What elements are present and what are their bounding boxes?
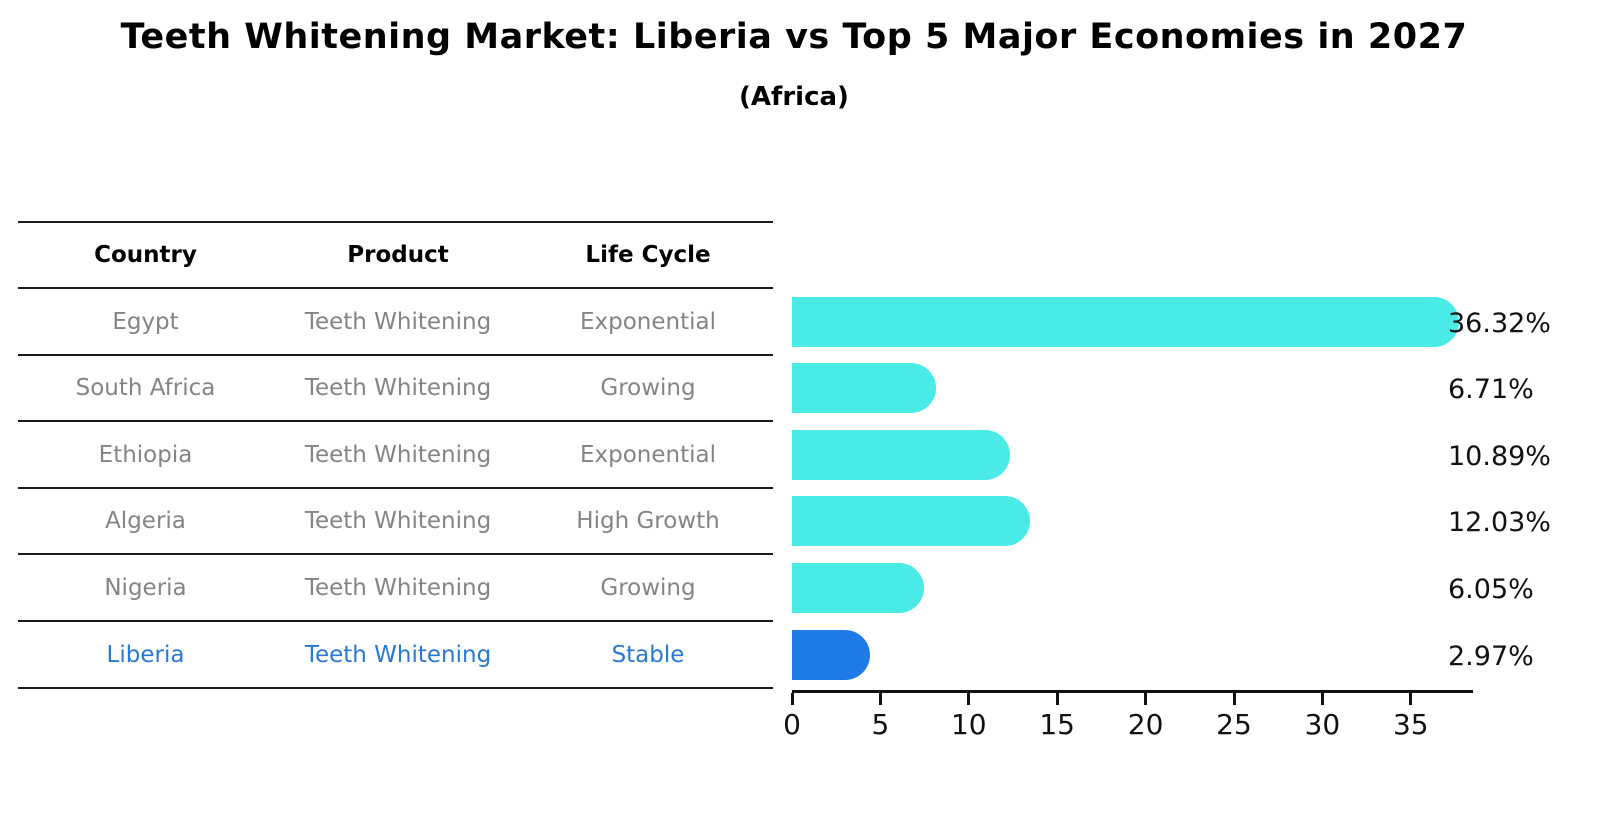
table-cell-life-cycle: Growing xyxy=(600,375,696,401)
x-axis-tick-label: 0 xyxy=(783,708,801,741)
chart-subtitle: (Africa) xyxy=(739,82,849,112)
bar-value-label: 36.32% xyxy=(1448,307,1551,339)
table-header-life-cycle: Life Cycle xyxy=(585,242,711,268)
table-cell-country: Algeria xyxy=(105,508,186,534)
table-cell-life-cycle: Exponential xyxy=(579,441,716,468)
x-axis-tick xyxy=(1055,693,1059,705)
bar-south-africa xyxy=(792,363,936,413)
bar-algeria xyxy=(792,496,1030,546)
table-header-country: Country xyxy=(94,242,197,268)
x-axis-tick-label: 25 xyxy=(1216,708,1252,741)
x-axis-tick-label: 30 xyxy=(1304,708,1341,741)
table-cell-product: Teeth Whitening xyxy=(304,641,492,668)
bar-egypt xyxy=(792,296,1459,347)
x-axis-tick xyxy=(790,693,794,705)
x-axis-tick xyxy=(1232,693,1236,705)
x-axis-tick xyxy=(1144,693,1148,705)
row-separator-line xyxy=(18,420,773,422)
bar-value-label: 2.97% xyxy=(1448,640,1534,672)
table-cell-country: Egypt xyxy=(112,308,179,335)
x-axis-tick-label: 10 xyxy=(950,708,987,741)
table-cell-country: Ethiopia xyxy=(98,441,193,468)
table-cell-country: South Africa xyxy=(75,375,216,401)
table-cell-product: Teeth Whitening xyxy=(304,375,492,401)
table-cell-product: Teeth Whitening xyxy=(304,574,492,601)
x-axis-tick xyxy=(1409,693,1413,705)
x-axis-tick-label: 5 xyxy=(871,708,890,741)
row-separator-line xyxy=(18,487,773,489)
row-separator-line xyxy=(18,687,773,689)
table-header-product: Product xyxy=(347,242,449,268)
x-axis-tick xyxy=(1320,693,1324,705)
bar-value-label: 12.03% xyxy=(1448,507,1551,538)
table-cell-life-cycle: High Growth xyxy=(576,508,720,534)
table-cell-product: Teeth Whitening xyxy=(304,308,492,335)
table-cell-country: Liberia xyxy=(106,641,185,668)
row-separator-line xyxy=(18,287,773,289)
bar-value-label: 6.71% xyxy=(1448,374,1534,405)
table-cell-life-cycle: Growing xyxy=(600,574,696,601)
table-cell-life-cycle: Stable xyxy=(611,641,685,668)
row-separator-line xyxy=(18,553,773,555)
table-cell-life-cycle: Exponential xyxy=(579,308,716,335)
bar-ethiopia xyxy=(792,429,1010,480)
x-axis-tick-label: 15 xyxy=(1039,708,1075,741)
table-cell-product: Teeth Whitening xyxy=(304,441,492,468)
row-separator-line xyxy=(18,221,773,223)
x-axis-tick-label: 20 xyxy=(1127,708,1164,741)
x-axis-tick xyxy=(967,693,971,705)
table-cell-product: Teeth Whitening xyxy=(304,508,492,534)
bar-value-label: 6.05% xyxy=(1448,573,1534,605)
row-separator-line xyxy=(18,620,773,622)
x-axis-line xyxy=(792,690,1473,693)
x-axis-tick-label: 35 xyxy=(1392,708,1429,741)
chart-title: Teeth Whitening Market: Liberia vs Top 5… xyxy=(120,17,1468,57)
bar-liberia-highlighted xyxy=(792,629,870,680)
bar-nigeria xyxy=(792,562,924,613)
table-cell-country: Nigeria xyxy=(104,574,187,601)
row-separator-line xyxy=(18,354,773,356)
bar-value-label: 10.89% xyxy=(1448,440,1551,472)
x-axis-tick xyxy=(878,693,882,705)
